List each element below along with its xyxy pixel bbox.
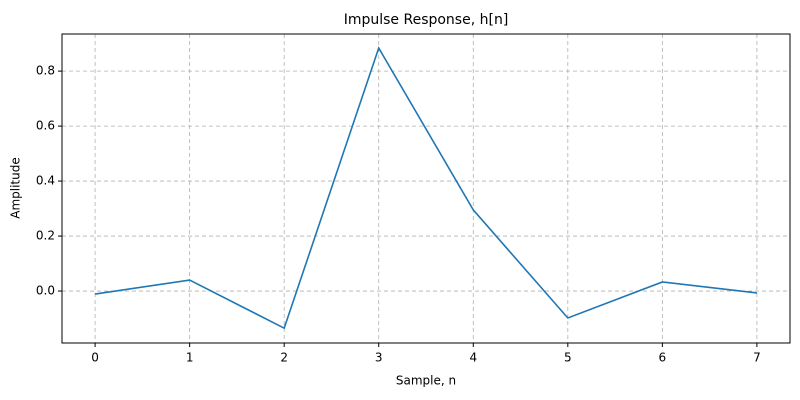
x-tick-label: 5 bbox=[564, 351, 572, 365]
data-line bbox=[94, 46, 758, 330]
x-tick-label: 4 bbox=[469, 351, 477, 365]
x-tick-label: 3 bbox=[375, 351, 383, 365]
y-tick-label: 0.2 bbox=[36, 229, 55, 243]
x-axis-label: Sample, n bbox=[396, 374, 456, 388]
x-tick-label: 2 bbox=[280, 351, 288, 365]
x-tick-label: 6 bbox=[659, 351, 667, 365]
x-tick-label: 7 bbox=[753, 351, 761, 365]
chart-title: Impulse Response, h[n] bbox=[344, 12, 509, 28]
y-axis-label: Amplitude bbox=[9, 157, 23, 219]
x-tick-label: 1 bbox=[186, 351, 194, 365]
y-tick-label: 0.6 bbox=[36, 119, 55, 133]
x-tick-label: 0 bbox=[91, 351, 99, 365]
y-tick-label: 0.4 bbox=[36, 174, 55, 188]
y-tick-label: 0.8 bbox=[36, 64, 55, 78]
y-tick-label: 0.0 bbox=[36, 284, 55, 298]
plot-frame bbox=[61, 33, 791, 344]
